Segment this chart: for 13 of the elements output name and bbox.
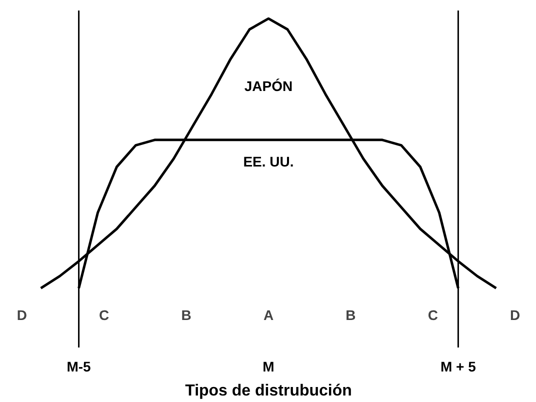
text: B xyxy=(181,307,192,324)
text: D xyxy=(16,307,27,324)
text: C xyxy=(99,307,110,324)
text: C xyxy=(428,307,438,324)
series-label: JAPÓN xyxy=(244,78,293,94)
text: B xyxy=(346,307,356,324)
x-axis-title: Tipos de distrubución xyxy=(185,382,352,400)
series-label: EE. UU. xyxy=(243,153,294,170)
text: D xyxy=(510,307,520,324)
text: A xyxy=(263,307,274,324)
x-tick-label: M + 5 xyxy=(440,358,476,374)
x-tick-label: M xyxy=(262,358,274,374)
x-tick-label: M-5 xyxy=(66,358,92,374)
